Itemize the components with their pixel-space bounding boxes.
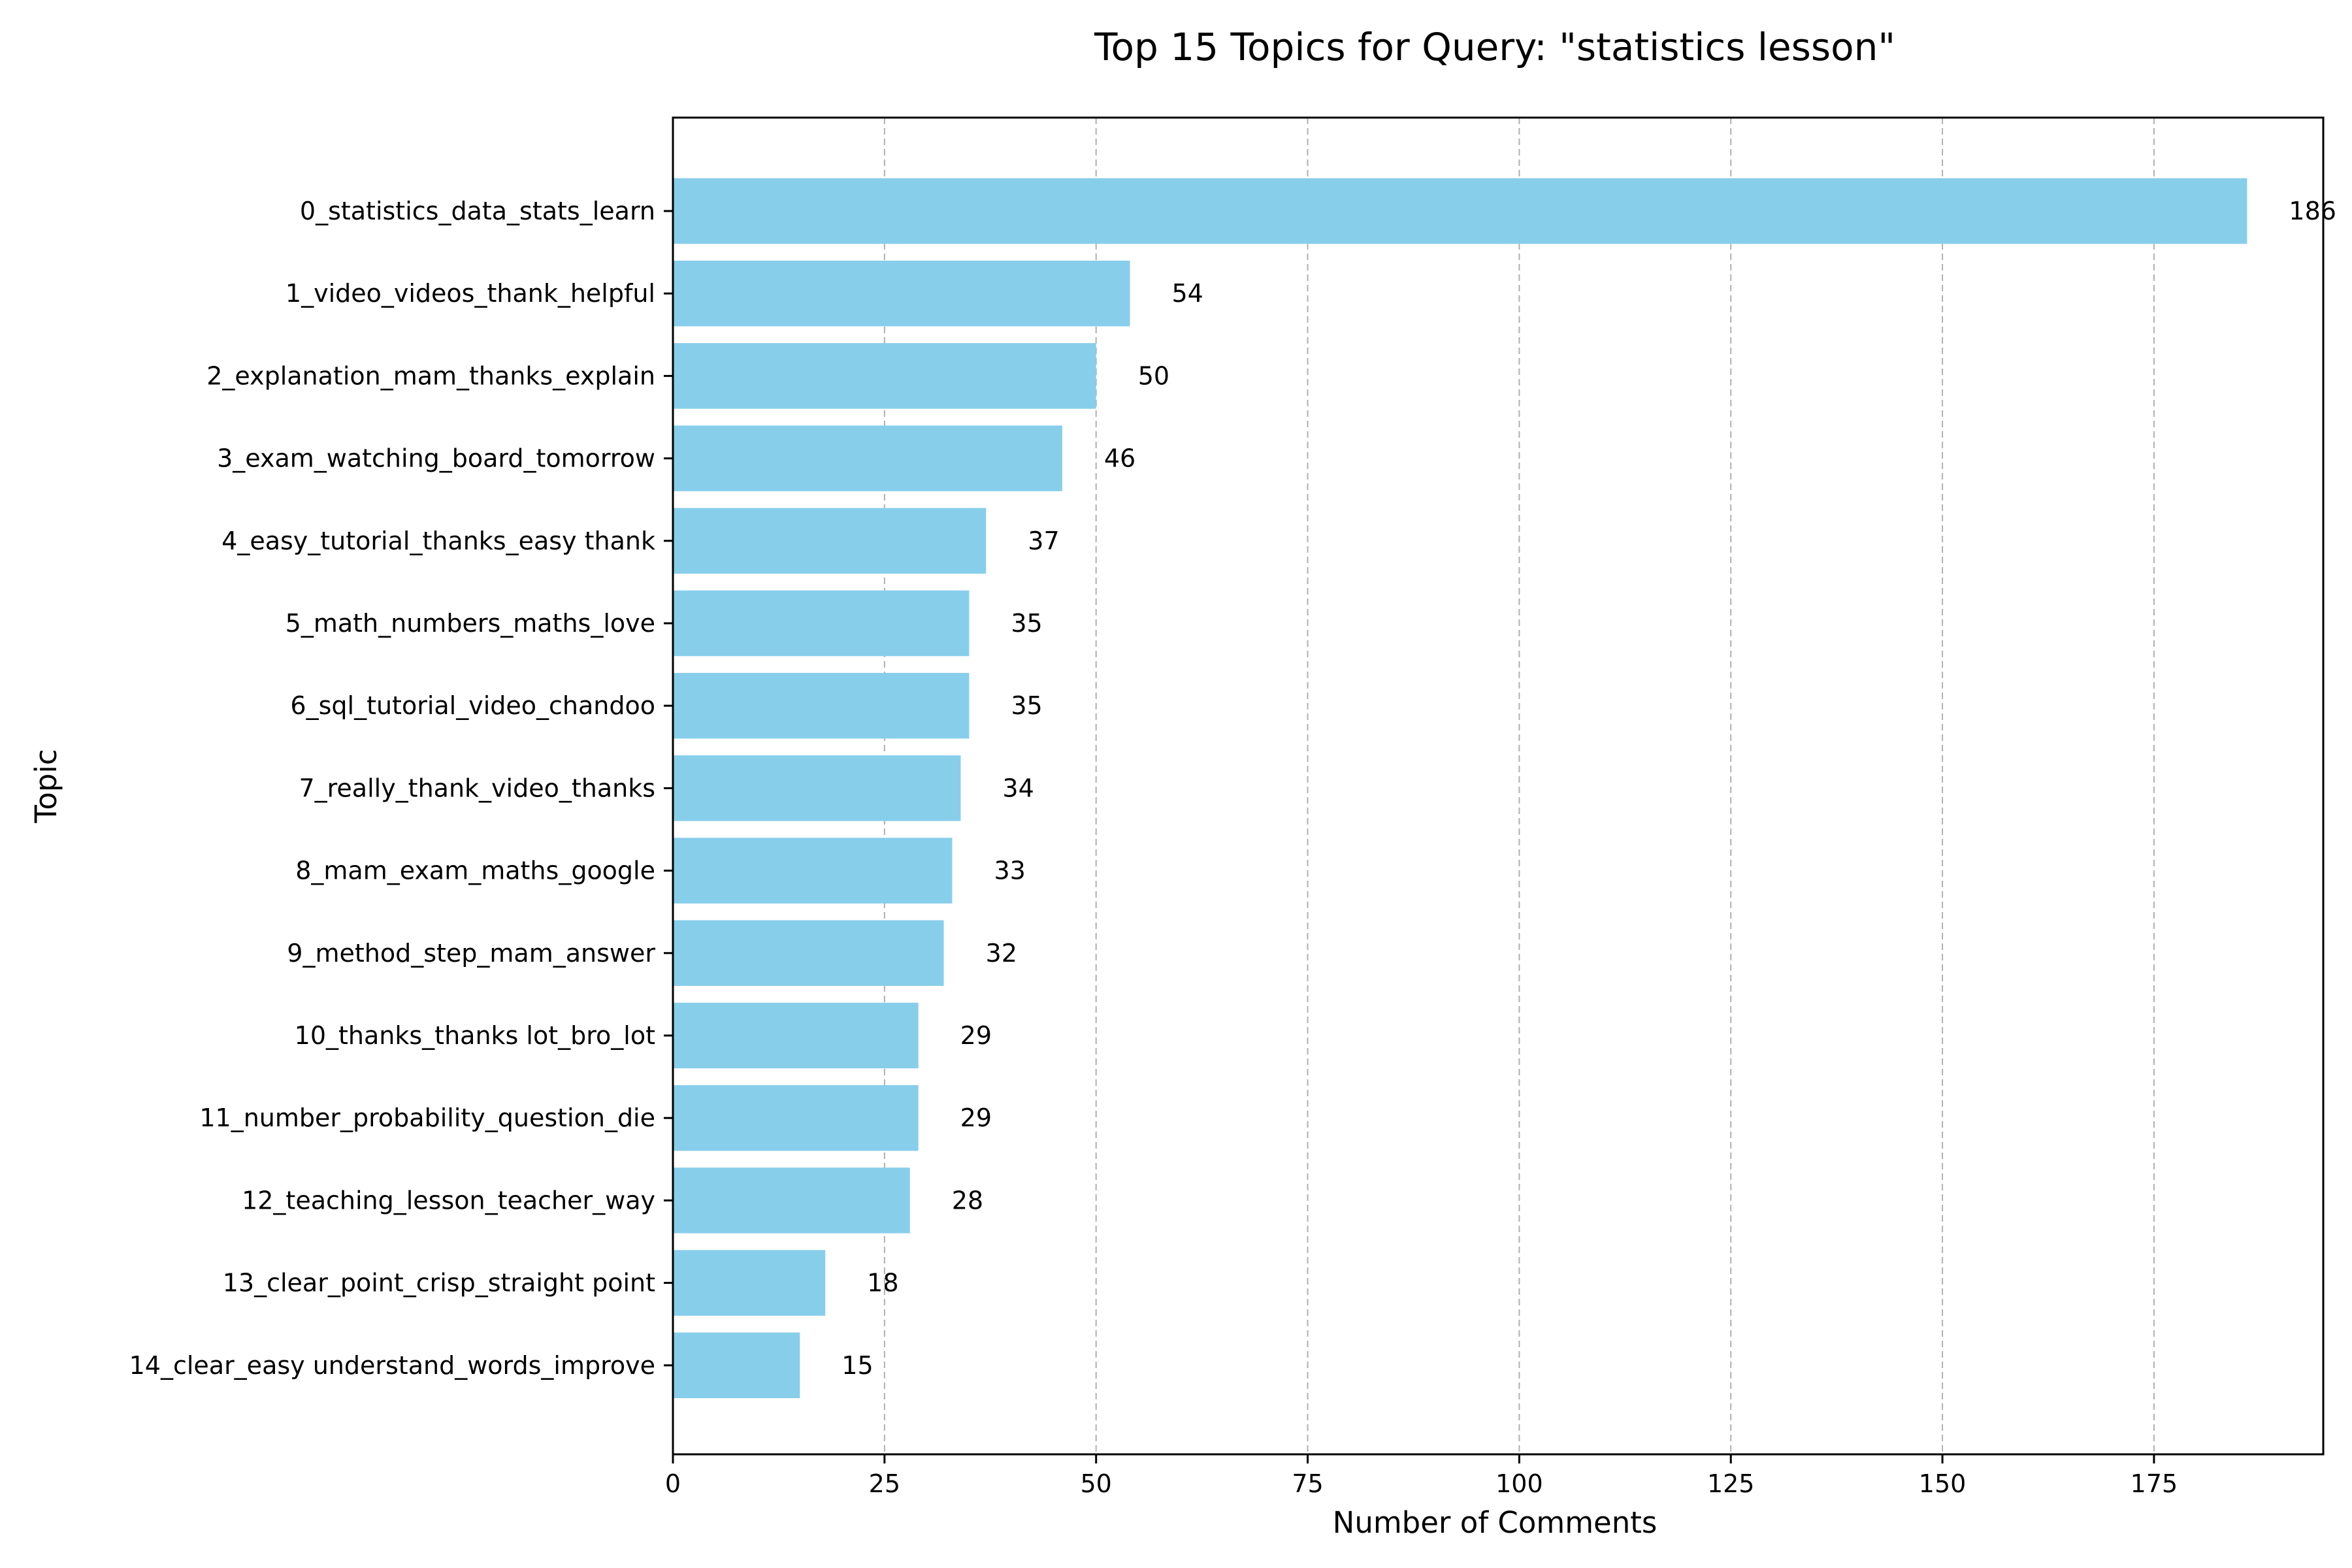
data-label: 34 <box>1002 774 1034 802</box>
data-label: 186 <box>2289 197 2336 225</box>
x-axis-ticks: 0 25 50 75 100 125 150 175 <box>665 1454 2178 1498</box>
data-label: 29 <box>960 1103 992 1132</box>
y-tick-label: 5_math_numbers_maths_love <box>286 609 655 638</box>
y-tick-label: 0_statistics_data_stats_learn <box>300 197 655 225</box>
bars <box>673 178 2247 1399</box>
y-tick-label: 13_clear_point_crisp_straight point <box>223 1269 655 1298</box>
bar <box>673 425 1062 491</box>
y-tick-label: 1_video_videos_thank_helpful <box>286 279 655 308</box>
y-tick-label: 2_explanation_mam_thanks_explain <box>206 361 655 390</box>
data-label: 15 <box>841 1351 873 1380</box>
bar <box>673 1332 800 1399</box>
bar <box>673 1250 826 1316</box>
data-label: 35 <box>1011 691 1042 720</box>
bar <box>673 343 1096 409</box>
x-axis-label: Number of Comments <box>1333 1505 1658 1540</box>
plot-frame <box>672 116 2325 1456</box>
bar <box>673 1085 919 1151</box>
bar <box>673 838 953 904</box>
bar <box>673 590 970 657</box>
data-label: 54 <box>1172 279 1203 308</box>
data-label: 35 <box>1011 609 1042 638</box>
bar <box>673 178 2247 244</box>
x-tick-label: 150 <box>1919 1469 1967 1498</box>
x-tick-label: 75 <box>1292 1469 1323 1498</box>
bar <box>673 1002 919 1069</box>
x-tick-label: 175 <box>2131 1469 2178 1498</box>
y-tick-label: 12_teaching_lesson_teacher_way <box>242 1186 655 1215</box>
x-tick-label: 125 <box>1707 1469 1755 1498</box>
bar <box>673 920 944 987</box>
bar <box>673 672 970 739</box>
y-tick-label: 9_method_step_mam_answer <box>287 939 655 968</box>
y-axis-ticks: 0_statistics_data_stats_learn 1_video_vid… <box>129 197 673 1380</box>
y-tick-label: 3_exam_watching_board_tomorrow <box>217 444 655 473</box>
bar <box>673 755 961 821</box>
data-label: 32 <box>986 939 1017 968</box>
y-tick-label: 4_easy_tutorial_thanks_easy thank <box>221 527 655 555</box>
x-tick-label: 25 <box>869 1469 900 1498</box>
y-tick-label: 10_thanks_thanks lot_bro_lot <box>295 1021 655 1050</box>
data-label: 37 <box>1028 527 1059 555</box>
y-axis-label: Topic <box>29 749 63 823</box>
data-label: 33 <box>994 857 1025 885</box>
x-tick-label: 50 <box>1081 1469 1112 1498</box>
x-tick-label: 100 <box>1495 1469 1543 1498</box>
y-tick-label: 11_number_probability_question_die <box>199 1103 655 1132</box>
y-tick-label: 14_clear_easy understand_words_improve <box>129 1351 655 1380</box>
data-label: 50 <box>1138 361 1169 390</box>
y-tick-label: 7_really_thank_video_thanks <box>299 774 655 802</box>
data-label: 29 <box>960 1021 992 1050</box>
bar <box>673 508 987 574</box>
bar <box>673 1168 910 1233</box>
data-label: 28 <box>952 1186 983 1215</box>
data-label: 18 <box>867 1269 898 1298</box>
data-label: 46 <box>1104 444 1135 473</box>
x-tick-label: 0 <box>665 1469 681 1498</box>
chart-title: Top 15 Topics for Query: "statistics les… <box>1094 25 1895 69</box>
y-tick-label: 6_sql_tutorial_video_chandoo <box>290 691 655 720</box>
bar <box>673 260 1130 327</box>
data-labels: 186 54 50 46 37 35 35 34 33 32 29 29 28 18 15 <box>841 197 2336 1380</box>
grid-lines <box>883 118 2155 1454</box>
y-tick-label: 8_mam_exam_maths_google <box>295 857 655 885</box>
